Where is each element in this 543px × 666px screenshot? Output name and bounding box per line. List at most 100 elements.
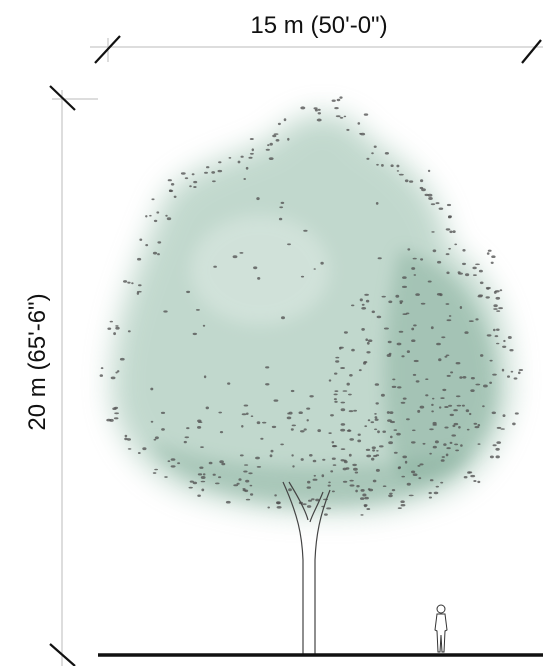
leaf-dot (348, 410, 354, 413)
leaf-dot (510, 370, 514, 373)
leaf-dot (359, 132, 362, 135)
leaf-dot (472, 266, 477, 270)
leaf-dot (469, 412, 472, 416)
leaf-dot (170, 183, 175, 186)
leaf-dot (327, 484, 331, 487)
leaf-dot (351, 304, 355, 307)
leaf-dot (381, 295, 386, 298)
leaf-dot (417, 465, 421, 467)
leaf-dot (388, 441, 393, 445)
leaf-dot (415, 380, 420, 383)
leaf-dot (445, 354, 450, 357)
leaf-dot (428, 496, 432, 499)
leaf-dot (217, 169, 223, 173)
leaf-dot (357, 122, 361, 125)
leaf-dot (340, 448, 346, 450)
leaf-dot (339, 346, 344, 349)
leaf-dot (440, 459, 445, 462)
leaf-dot (221, 462, 226, 466)
leaf-dot (475, 383, 481, 386)
leaf-dot (161, 428, 165, 431)
leaf-dot (485, 296, 490, 299)
leaf-dot (493, 328, 496, 332)
leaf-dot (124, 434, 128, 438)
leaf-dot (363, 113, 369, 116)
leaf-dot (213, 265, 217, 268)
leaf-dot (365, 448, 371, 451)
leaf-dot (454, 443, 459, 446)
leaf-dot (483, 384, 488, 388)
height-dimension: 20 m (65'-6") (24, 85, 98, 666)
leaf-dot (435, 485, 439, 488)
leaf-dot (361, 328, 365, 331)
leaf-dot (462, 376, 467, 379)
leaf-dot (445, 253, 450, 256)
leaf-dot (446, 447, 451, 450)
leaf-dot (496, 426, 502, 429)
leaf-dot (364, 425, 368, 428)
leaf-dot (430, 203, 436, 206)
leaf-dot (251, 148, 254, 152)
leaf-dot (406, 482, 411, 486)
leaf-dot (400, 500, 405, 504)
leaf-dot (365, 338, 369, 342)
leaf-dot (491, 411, 496, 415)
leaf-dot (439, 406, 442, 409)
leaf-dot (151, 198, 155, 201)
leaf-dot (280, 201, 285, 204)
leaf-dot (439, 293, 443, 297)
leaf-dot (160, 411, 166, 414)
leaf-dot (331, 99, 336, 102)
leaf-dot (490, 261, 494, 264)
leaf-dot (391, 489, 396, 492)
leaf-dot (188, 486, 193, 489)
leaf-dot (368, 488, 374, 492)
leaf-dot (477, 480, 481, 484)
leaf-dot (334, 372, 338, 375)
leaf-dot (309, 395, 314, 398)
leaf-dot (249, 484, 253, 487)
leaf-dot (163, 310, 168, 313)
leaf-dot (406, 350, 410, 353)
leaf-dot (398, 173, 404, 176)
leaf-dot (334, 390, 339, 392)
leaf-dot (107, 327, 112, 330)
height-label: 20 m (65'-6") (24, 293, 51, 430)
leaf-dot (377, 257, 382, 260)
leaf-dot (444, 355, 448, 358)
leaf-dot (402, 276, 407, 279)
leaf-dot (265, 148, 270, 151)
leaf-dot (413, 359, 419, 363)
leaf-dot (407, 248, 411, 251)
leaf-dot (388, 494, 393, 498)
leaf-dot (317, 108, 321, 111)
leaf-dot (412, 429, 416, 432)
leaf-dot (270, 449, 274, 453)
leaf-dot (432, 445, 437, 449)
leaf-dot (136, 290, 142, 293)
leaf-dot (242, 489, 247, 492)
leaf-dot (473, 480, 477, 482)
trunk-right-edge (314, 489, 331, 654)
leaf-dot (478, 269, 483, 273)
leaf-dot (339, 96, 343, 99)
leaf-dot (308, 499, 312, 502)
leaf-dot (348, 393, 352, 396)
leaf-dot (109, 320, 114, 323)
leaf-dot (272, 134, 277, 138)
leaf-dot (253, 266, 258, 270)
leaf-dot (458, 426, 461, 429)
leaf-dot (412, 373, 417, 376)
leaf-dot (376, 163, 379, 166)
leaf-dot (375, 402, 379, 405)
leaf-dot (463, 476, 468, 479)
leaf-dot (145, 215, 148, 218)
leaf-dot (249, 138, 254, 140)
leaf-dot (137, 257, 142, 261)
leaf-dot (499, 289, 503, 292)
leaf-dot (113, 417, 119, 420)
leaf-dot (156, 211, 160, 214)
leaf-dot (260, 437, 264, 440)
leaf-dot (390, 420, 395, 424)
leaf-dot (435, 202, 440, 205)
